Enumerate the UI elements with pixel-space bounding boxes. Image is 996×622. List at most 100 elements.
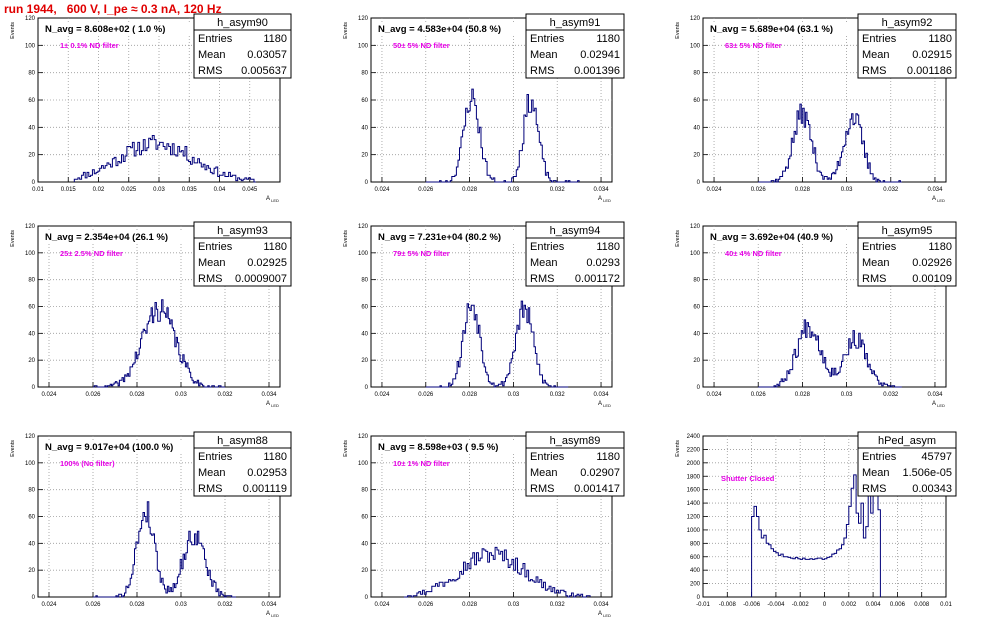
stats-value: 0.02907 <box>580 467 620 479</box>
stats-value: 0.02953 <box>247 467 287 479</box>
x-tick-label: 0.04 <box>214 187 226 193</box>
y-tick-label: 1800 <box>687 474 701 480</box>
stats-value: 0.00343 <box>912 483 952 495</box>
y-tick-label: 40 <box>28 331 35 337</box>
histogram-panel-h_asym95: 0.024 0.026 0.028 0.03 0.032 0.034 0 20 40 60 80 10… <box>675 221 957 408</box>
x-tick-label: 0.024 <box>41 602 57 608</box>
x-tick-label: 0.002 <box>841 602 857 608</box>
y-tick-label: 20 <box>28 358 35 364</box>
y-tick-label: 800 <box>690 541 701 547</box>
x-tick-label: 0.03 <box>508 602 520 608</box>
histogram-line <box>425 88 580 183</box>
stats-value: 0.02926 <box>912 257 952 269</box>
y-tick-label: 80 <box>361 278 368 284</box>
n-avg-box <box>376 440 524 453</box>
stats-key: RMS <box>530 273 554 285</box>
y-tick-label: 1400 <box>687 501 701 507</box>
histogram-panel-hPed_asym: -0.01 -0.008 -0.006 -0.004 -0.002 0 0.002 0.004… <box>675 431 957 608</box>
x-tick-label: 0.028 <box>462 392 478 398</box>
y-axis-title: Events <box>343 440 349 457</box>
histogram-line <box>758 103 902 183</box>
n-avg-label: N_avg = 2.354e+04 (26.1 %) <box>45 232 168 243</box>
x-tick-label: 0.004 <box>866 602 882 608</box>
n-avg-label: N_avg = 4.583e+04 (50.8 %) <box>378 24 501 35</box>
y-tick-label: 1600 <box>687 488 701 494</box>
x-tick-label: 0.028 <box>462 187 478 193</box>
x-tick-label: -0.006 <box>743 602 761 608</box>
histogram-line <box>758 319 902 388</box>
y-tick-label: 40 <box>361 125 368 131</box>
y-tick-label: 60 <box>28 305 35 311</box>
x-tick-label: 0.015 <box>61 187 77 193</box>
y-tick-label: 80 <box>361 488 368 494</box>
y-tick-label: 80 <box>693 71 700 77</box>
x-tick-label: -0.002 <box>792 602 810 608</box>
y-tick-label: 120 <box>25 224 36 230</box>
x-tick-label: -0.008 <box>719 602 737 608</box>
y-tick-label: 0 <box>32 385 36 391</box>
y-tick-label: 100 <box>25 43 36 49</box>
n-avg-box <box>376 22 524 35</box>
x-tick-label: 0.01 <box>940 602 952 608</box>
stats-key: Mean <box>530 257 558 269</box>
y-tick-label: 80 <box>28 488 35 494</box>
y-axis-title: Events <box>675 440 681 457</box>
y-tick-label: 40 <box>361 541 368 547</box>
n-avg-label: N_avg = 3.692e+04 (40.9 %) <box>710 232 833 243</box>
stats-key: Entries <box>862 241 897 253</box>
y-tick-label: 2000 <box>687 461 701 467</box>
n-avg-box <box>708 22 856 35</box>
stats-key: Mean <box>530 49 558 61</box>
x-tick-label: 0.008 <box>914 602 930 608</box>
filter-label: 1± 0.1% ND filter <box>60 41 119 50</box>
stats-key: RMS <box>862 483 886 495</box>
stats-key: Mean <box>198 257 226 269</box>
y-tick-label: 40 <box>693 331 700 337</box>
stats-key: Entries <box>530 241 565 253</box>
stats-value: 1180 <box>596 451 620 463</box>
y-axis-title: Events <box>10 22 16 39</box>
x-tick-label: 0.01 <box>32 187 44 193</box>
y-tick-label: 200 <box>690 582 701 588</box>
n-avg-box <box>43 22 191 35</box>
stats-key: RMS <box>530 65 554 77</box>
y-axis-title: Events <box>10 440 16 457</box>
stats-key: Mean <box>198 467 226 479</box>
histogram-line <box>73 135 256 183</box>
y-tick-label: 2400 <box>687 434 701 440</box>
x-tick-label: 0.034 <box>927 187 943 193</box>
n-avg-label: N_avg = 5.689e+04 (63.1 %) <box>710 24 833 35</box>
y-tick-label: 1000 <box>687 528 701 534</box>
stats-value: 1180 <box>928 33 952 45</box>
stats-box <box>525 431 625 497</box>
y-tick-label: 0 <box>32 180 36 186</box>
histogram-name: h_asym95 <box>882 225 933 237</box>
stats-key: Entries <box>198 33 233 45</box>
x-tick-label: 0.026 <box>751 392 767 398</box>
filter-label: 79± 5% ND filter <box>393 249 450 258</box>
x-tick-label: 0.03 <box>841 187 853 193</box>
n-avg-box <box>43 230 191 243</box>
y-tick-label: 0 <box>365 385 369 391</box>
y-tick-label: 60 <box>693 98 700 104</box>
y-tick-label: 0 <box>697 385 701 391</box>
x-tick-label: 0.03 <box>175 392 187 398</box>
stats-key: Entries <box>530 451 565 463</box>
stats-value: 1180 <box>928 241 952 253</box>
y-tick-label: 0 <box>32 595 36 601</box>
filter-label: 25± 2.5% ND filter <box>60 249 123 258</box>
x-tick-label: 0.026 <box>751 187 767 193</box>
y-tick-label: 120 <box>25 16 36 22</box>
stats-box <box>857 221 957 287</box>
stats-value: 0.02915 <box>912 49 952 61</box>
x-tick-label: 0.026 <box>418 187 434 193</box>
histogram-line <box>93 299 225 388</box>
y-tick-label: 120 <box>358 16 369 22</box>
x-tick-label: 0.032 <box>550 392 566 398</box>
stats-value: 1.506e-05 <box>902 467 952 479</box>
x-tick-label: 0.035 <box>182 187 198 193</box>
stats-box <box>193 221 292 287</box>
y-tick-label: 100 <box>690 43 701 49</box>
x-tick-label: 0.032 <box>217 602 233 608</box>
y-tick-label: 60 <box>361 98 368 104</box>
